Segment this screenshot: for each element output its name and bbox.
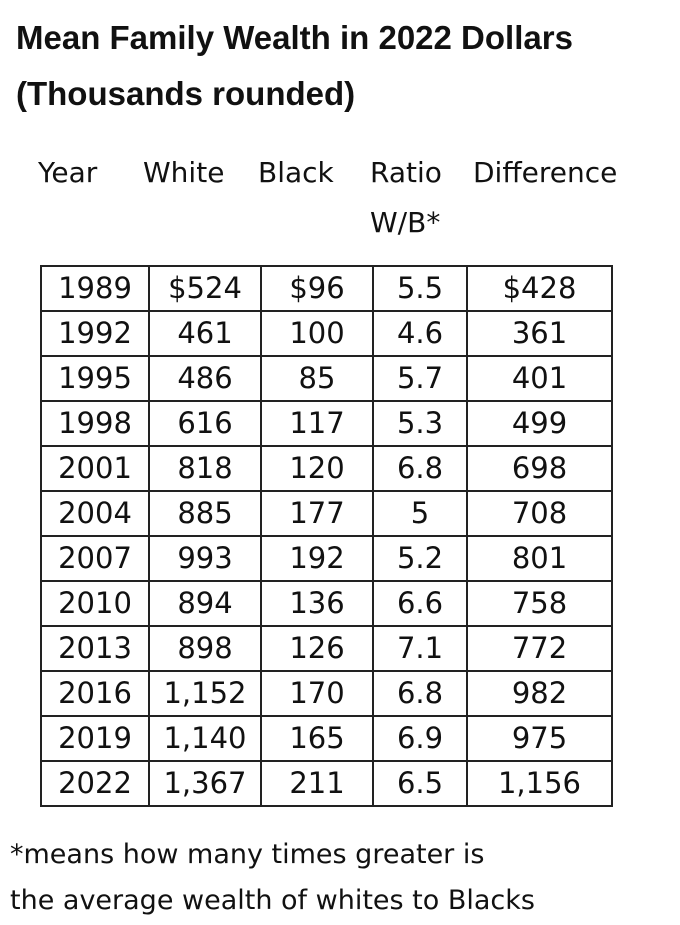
table-cell: 1,140 (148, 715, 262, 762)
footnote: *means how many times greater is the ave… (10, 832, 535, 924)
table-cell: 211 (260, 760, 374, 807)
table-cell: 698 (466, 445, 613, 492)
table-cell: 758 (466, 580, 613, 627)
title: Mean Family Wealth in 2022 Dollars (Thou… (16, 10, 573, 122)
table-cell: 6.5 (372, 760, 468, 807)
table-cell: 801 (466, 535, 613, 582)
table-cell: 708 (466, 490, 613, 537)
table-cell: 136 (260, 580, 374, 627)
table-cell: 2016 (40, 670, 150, 717)
table-row: 2022 1,367 211 6.5 1,156 (40, 760, 613, 807)
table-cell: 2001 (40, 445, 150, 492)
table-cell: 6.8 (372, 670, 468, 717)
table-cell: 2022 (40, 760, 150, 807)
table-cell: 975 (466, 715, 613, 762)
table-row: 2019 1,140 165 6.9 975 (40, 715, 613, 762)
column-header: Difference (473, 156, 618, 189)
table-cell: 2004 (40, 490, 150, 537)
table-cell: 192 (260, 535, 374, 582)
table-row: 2001 818 120 6.8 698 (40, 445, 613, 492)
table-cell: 5 (372, 490, 468, 537)
table-row: 2016 1,152 170 6.8 982 (40, 670, 613, 717)
table-cell: 2007 (40, 535, 150, 582)
table-cell: 2010 (40, 580, 150, 627)
table-cell: 1995 (40, 355, 150, 402)
table-cell: $524 (148, 265, 262, 312)
table-cell: 2013 (40, 625, 150, 672)
table-cell: 499 (466, 400, 613, 447)
table-cell: 894 (148, 580, 262, 627)
column-header: Year (38, 156, 98, 189)
title-line: Mean Family Wealth in 2022 Dollars (16, 19, 573, 56)
table-cell: 5.2 (372, 535, 468, 582)
table-cell: 461 (148, 310, 262, 357)
table-cell: 117 (260, 400, 374, 447)
table-cell: 982 (466, 670, 613, 717)
table-cell: 126 (260, 625, 374, 672)
table-cell: 1,152 (148, 670, 262, 717)
table-row: 1995 486 85 5.7 401 (40, 355, 613, 402)
table-cell: 4.6 (372, 310, 468, 357)
table-cell: 100 (260, 310, 374, 357)
table-cell: $96 (260, 265, 374, 312)
table-row: 2010 894 136 6.6 758 (40, 580, 613, 627)
table-cell: 772 (466, 625, 613, 672)
table-row: 1998 616 117 5.3 499 (40, 400, 613, 447)
table-cell: 1989 (40, 265, 150, 312)
table-cell: 5.5 (372, 265, 468, 312)
table-cell: 6.9 (372, 715, 468, 762)
table-cell: 120 (260, 445, 374, 492)
table-cell: 1,367 (148, 760, 262, 807)
table-cell: 993 (148, 535, 262, 582)
table-cell: 616 (148, 400, 262, 447)
table-cell: $428 (466, 265, 613, 312)
table-cell: 486 (148, 355, 262, 402)
column-header: White (143, 156, 225, 189)
table-row: 1992 461 100 4.6 361 (40, 310, 613, 357)
table-cell: 5.7 (372, 355, 468, 402)
footnote-line: the average wealth of whites to Blacks (10, 885, 535, 916)
column-header: Black (258, 156, 334, 189)
title-line: (Thousands rounded) (16, 75, 356, 112)
table-cell: 1998 (40, 400, 150, 447)
table-cell: 361 (466, 310, 613, 357)
table-cell: 898 (148, 625, 262, 672)
table-cell: 5.3 (372, 400, 468, 447)
table-cell: 818 (148, 445, 262, 492)
table-cell: 6.8 (372, 445, 468, 492)
table-cell: 6.6 (372, 580, 468, 627)
data-table: 1989 $524 $96 5.5 $428 1992 461 100 4.6 361 1995 48… (40, 265, 613, 807)
table-cell: 85 (260, 355, 374, 402)
table-cell: 1,156 (466, 760, 613, 807)
table-row: 2004 885 177 5 708 (40, 490, 613, 537)
table-cell: 2019 (40, 715, 150, 762)
table-cell: 7.1 (372, 625, 468, 672)
table-cell: 401 (466, 355, 613, 402)
table-cell: 1992 (40, 310, 150, 357)
column-header: Ratio W/B* (370, 156, 442, 239)
table-row: 2013 898 126 7.1 772 (40, 625, 613, 672)
table-cell: 170 (260, 670, 374, 717)
table-cell: 165 (260, 715, 374, 762)
table-row: 1989 $524 $96 5.5 $428 (40, 265, 613, 312)
table-row: 2007 993 192 5.2 801 (40, 535, 613, 582)
footnote-line: *means how many times greater is (10, 839, 485, 870)
table-cell: 177 (260, 490, 374, 537)
table-cell: 885 (148, 490, 262, 537)
